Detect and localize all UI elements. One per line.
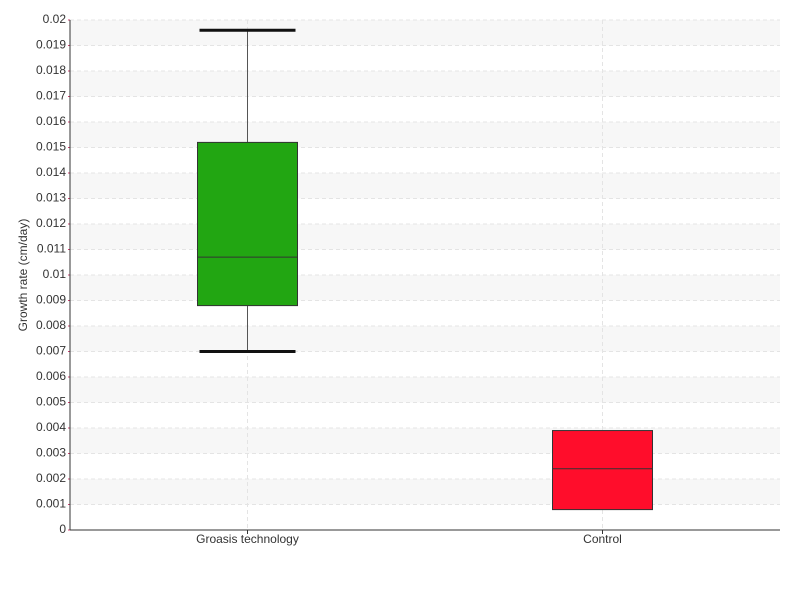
y-tick-label: 0: [59, 522, 66, 536]
y-tick-label: 0.019: [36, 38, 66, 52]
y-tick-label: 0.013: [36, 191, 66, 205]
y-tick-label: 0.02: [43, 12, 67, 26]
y-tick-label: 0.011: [37, 242, 66, 256]
x-tick-label: Control: [583, 532, 622, 546]
grid-band: [70, 71, 780, 97]
y-tick-label: 0.018: [36, 63, 66, 77]
y-tick-label: 0.016: [36, 114, 66, 128]
y-tick-label: 0.017: [36, 89, 66, 103]
y-tick-label: 0.006: [36, 369, 66, 383]
y-tick-label: 0.004: [36, 420, 66, 434]
y-tick-label: 0.01: [43, 267, 67, 281]
box: [552, 430, 653, 511]
y-tick-label: 0.001: [36, 497, 66, 511]
y-tick-label: 0.008: [36, 318, 66, 332]
grid-band: [70, 275, 780, 301]
grid-band: [70, 377, 780, 403]
grid-band: [70, 326, 780, 352]
y-tick-label: 0.007: [36, 344, 66, 358]
box: [197, 141, 298, 307]
grid-band: [70, 479, 780, 505]
y-tick-label: 0.009: [36, 293, 66, 307]
grid-band: [70, 122, 780, 148]
y-tick-label: 0.015: [36, 140, 66, 154]
y-tick-label: 0.012: [36, 216, 66, 230]
y-tick-label: 0.002: [36, 471, 66, 485]
y-tick-label: 0.014: [36, 165, 66, 179]
grid-band: [70, 173, 780, 199]
grid-band: [70, 428, 780, 454]
grid-band: [70, 20, 780, 46]
y-tick-label: 0.005: [36, 395, 66, 409]
y-axis-label: Growth rate (cm/day): [16, 219, 30, 332]
y-tick-label: 0.003: [36, 446, 66, 460]
x-tick-label: Groasis technology: [196, 532, 299, 546]
grid-band: [70, 224, 780, 250]
